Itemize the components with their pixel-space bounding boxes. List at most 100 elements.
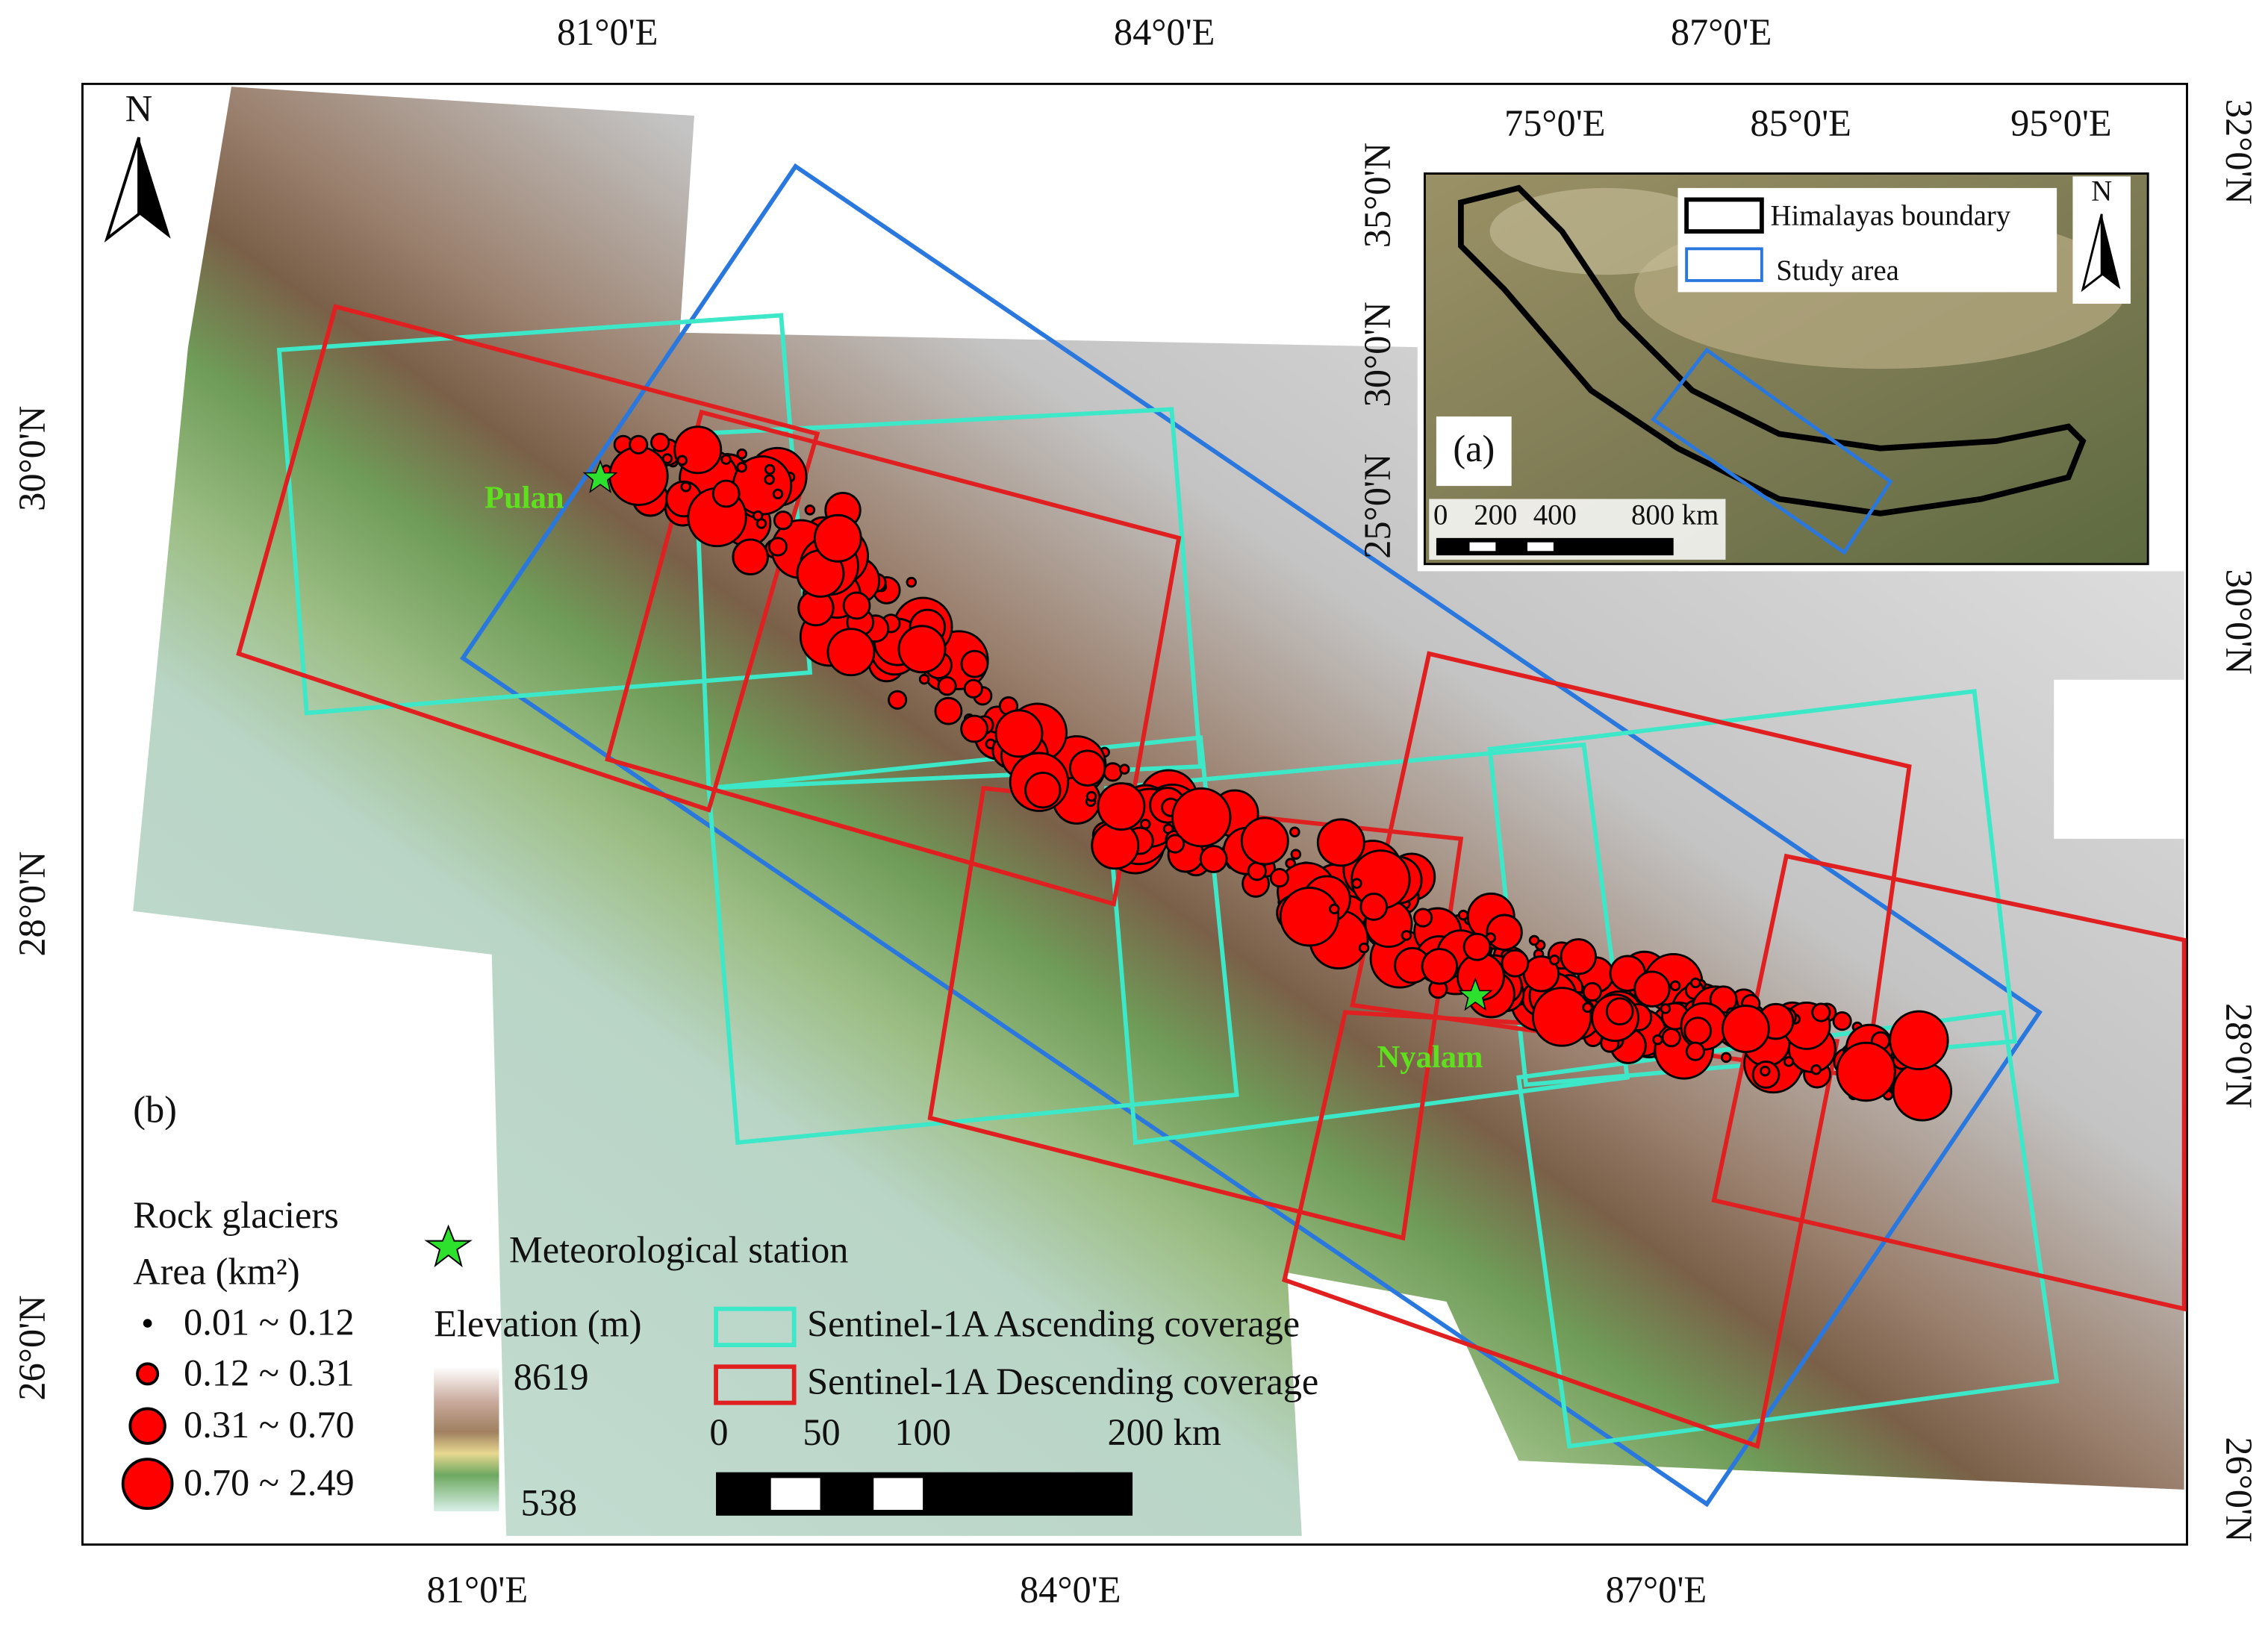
legend-symbol [121,1458,174,1511]
rock-glacier [1024,771,1062,809]
inset-legend-swatch [1684,197,1764,234]
legend-symbol [136,1362,160,1386]
rock-glacier [1683,1017,1713,1046]
rock-glacier [608,446,669,506]
rock-glacier [1685,1041,1705,1061]
north-label: N [125,88,152,130]
inset-scale-bar [1527,542,1554,552]
rock-glacier [842,591,871,620]
rock-glacier [732,538,769,575]
rock-glacier [1269,868,1289,888]
rock-glacier [736,461,747,473]
inset-legend-box [1677,187,2057,293]
legend-symbol [128,1407,166,1445]
descending-footprint [1711,853,2187,1312]
top-tick-label: 87°0'E [1671,11,1772,53]
station-label: Pulan [485,480,564,515]
legend-swatch [714,1306,797,1348]
legend-label: 0.70 ~ 2.49 [184,1462,355,1504]
rock-glacier [720,454,732,465]
rock-glacier [1289,826,1300,838]
rock-glacier [711,479,741,508]
rock-glacier [1661,1028,1681,1048]
rock-glacier [1413,908,1433,928]
rock-glacier [1329,903,1340,915]
bottom-tick-label: 87°0'E [1606,1569,1707,1611]
rock-glacier [1892,1061,1953,1122]
rock-glacier [963,678,983,699]
elevation-colorbar [434,1367,499,1511]
descending-footprint [927,785,1464,1241]
rock-glacier [764,474,775,485]
scale-bar [770,1478,820,1511]
station-label: Nyalam [1377,1040,1483,1075]
rock-glacier [1359,893,1389,921]
rock-glacier [1103,762,1123,782]
legend-label: Sentinel-1A Ascending coverage [807,1302,1300,1344]
rock-glacier [960,714,988,743]
right-tick-label: 32°0'N [2218,99,2260,204]
inset-top-tick-label: 95°0'E [2010,102,2112,144]
legend-title: Rock glaciers [133,1194,338,1236]
scale-label: 100 [894,1411,951,1453]
inset-scale-label: 200 [1474,499,1517,531]
rock-glacier [918,673,930,685]
rock-glacier [804,505,816,516]
scale-bar [873,1478,923,1511]
rock-glacier [1351,878,1362,889]
rock-glacier [1358,942,1370,954]
rock-glacier [1605,997,1634,1026]
inset-scale-bar [1469,542,1496,552]
inset-scale-label: 400 [1533,499,1577,531]
rock-glacier [1290,849,1302,860]
scale-label: 0 [709,1411,728,1453]
rock-glacier [629,434,649,455]
rock-glacier [1462,932,1492,961]
rock-glacier [1501,949,1530,978]
inset-study-area [1651,347,1893,555]
rock-glacier [1832,1011,1852,1031]
rock-glacier [1316,818,1365,867]
rock-glacier [826,628,876,677]
rock-glacier [934,696,963,725]
rock-glacier [767,537,788,557]
rock-glacier [1139,819,1151,830]
bottom-tick-label: 84°0'E [1020,1569,1121,1611]
rock-glacier [764,463,776,475]
rock-glacier [1783,1056,1795,1067]
rock-glacier [772,488,784,500]
inset-left-tick-label: 35°0'N [1356,143,1398,248]
rock-glacier [1240,816,1289,866]
rock-glacier [1560,938,1598,975]
rock-glacier [752,510,764,522]
rock-glacier [680,481,691,493]
right-tick-label: 28°0'N [2218,1003,2260,1108]
rock-glacier [1582,1002,1593,1014]
inset-legend-swatch [1685,247,1763,282]
inset-top-tick-label: 75°0'E [1504,102,1606,144]
rock-glacier [1721,1005,1770,1053]
inset-north-arrow [2102,213,2121,290]
rock-glacier [1199,845,1228,873]
legend-station-star [424,1224,473,1268]
inset-top-tick-label: 85°0'E [1750,102,1851,144]
inset-legend-label: Study area [1776,254,1899,287]
station-star [1457,977,1493,1011]
inset-scale-label: 0 [1433,499,1448,531]
rock-glacier [1097,782,1146,831]
right-tick-label: 30°0'N [2218,569,2260,675]
left-tick-label: 26°0'N [11,1295,53,1400]
panel-label: (b) [133,1089,177,1131]
ascending-footprint [1516,1010,2060,1449]
legend-label: Sentinel-1A Descending coverage [807,1361,1318,1402]
rock-glacier [888,690,908,710]
rock-glacier [1119,763,1130,775]
inset-left-tick-label: 25°0'N [1356,454,1398,559]
top-tick-label: 84°0'E [1114,11,1215,53]
inset-left-tick-label: 30°0'N [1356,302,1398,407]
rock-glacier [960,649,989,678]
rock-glacier [673,425,723,475]
rock-glacier [1582,981,1602,1002]
inset-legend-label: Himalayas boundary [1771,199,2011,231]
rock-glacier [1421,948,1459,985]
